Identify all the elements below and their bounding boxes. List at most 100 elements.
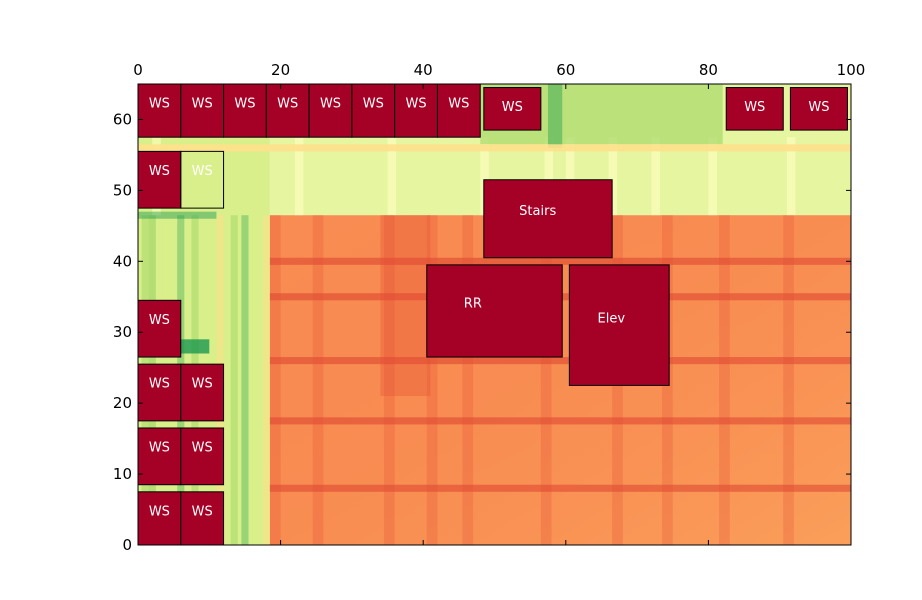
room: WS — [725, 87, 784, 131]
y-tick-label: 10 — [113, 465, 132, 483]
heatmap-column — [252, 215, 260, 545]
heatmap-column — [230, 215, 238, 545]
heatmap-column — [312, 215, 324, 545]
plot-frame — [137, 83, 852, 546]
heatmap-column — [294, 137, 304, 216]
room: WS — [394, 83, 438, 138]
room-label: WS — [277, 97, 298, 112]
heatmap-column — [426, 215, 438, 545]
x-tick-label: 80 — [699, 61, 718, 79]
room-box — [137, 150, 182, 209]
room: WS — [137, 83, 182, 138]
room-box — [483, 179, 613, 259]
room-box — [180, 83, 225, 138]
heatmap-column — [547, 84, 563, 148]
room-box — [789, 87, 848, 131]
heatmap-column — [241, 215, 249, 545]
room: WS — [789, 87, 848, 131]
room: WS — [308, 83, 353, 138]
room: WS — [483, 87, 542, 131]
heatmap-block — [180, 339, 210, 354]
room-label: WS — [744, 100, 765, 115]
room-label: WS — [149, 504, 170, 519]
heatmap-column — [544, 137, 553, 216]
room-label: WS — [234, 97, 255, 112]
room-box — [180, 491, 225, 546]
room-box — [351, 83, 396, 138]
heatmap-row — [269, 417, 851, 425]
room: WS — [180, 150, 225, 209]
room: RR — [426, 264, 563, 358]
room: WS — [180, 83, 225, 138]
room: WS — [265, 83, 310, 138]
heatmap-column — [383, 215, 395, 545]
room: WS — [137, 491, 182, 546]
room-box — [568, 264, 670, 386]
room: WS — [180, 427, 225, 486]
heatmap-column — [262, 215, 270, 545]
room-box — [426, 264, 563, 358]
room-label: WS — [808, 100, 829, 115]
room: WS — [137, 363, 182, 422]
room: Elev — [568, 264, 670, 386]
room: WS — [137, 299, 182, 358]
room: WS — [436, 83, 481, 138]
x-tick-label: 60 — [556, 61, 575, 79]
heatmap-column — [269, 215, 281, 545]
heatmap-column — [708, 137, 717, 216]
room-box — [725, 87, 784, 131]
room-label: WS — [149, 377, 170, 392]
room: WS — [137, 150, 182, 209]
room-label: Elev — [598, 311, 626, 326]
room-label: WS — [363, 97, 384, 112]
room-label: WS — [192, 377, 213, 392]
heatmap-column — [651, 137, 660, 216]
x-tick-label: 100 — [837, 61, 866, 79]
room-label: WS — [192, 164, 213, 179]
room-label: WS — [192, 97, 213, 112]
heatmap-row — [269, 484, 851, 492]
room-box — [180, 150, 225, 209]
room-box — [180, 363, 225, 422]
heatmap-block — [380, 215, 431, 397]
room-box — [308, 83, 353, 138]
room-box — [137, 363, 182, 422]
room-label: WS — [149, 313, 170, 328]
heatmap-column — [719, 215, 730, 545]
heatmap-column — [565, 137, 575, 216]
heatmap-column — [480, 137, 489, 216]
room-label: Stairs — [519, 204, 556, 219]
axes: 0 20 40 60 80 100 0 10 20 30 40 50 60 — [113, 61, 865, 554]
room: WS — [180, 491, 225, 546]
room: WS — [223, 83, 267, 138]
heatmap-column — [387, 137, 397, 216]
heatmap-column — [783, 215, 794, 545]
heatmap-column — [608, 137, 618, 216]
room-label: WS — [320, 97, 341, 112]
room-box — [436, 83, 481, 138]
room-box — [394, 83, 438, 138]
y-tick-label: 30 — [113, 323, 132, 341]
room: Stairs — [483, 179, 613, 259]
x-tick-label: 0 — [133, 61, 143, 79]
heatmap-row — [269, 357, 851, 365]
room-box — [265, 83, 310, 138]
x-tick-label: 20 — [271, 61, 290, 79]
room: WS — [180, 363, 225, 422]
y-tick-label: 40 — [113, 252, 132, 270]
heatmap-row — [138, 144, 851, 152]
room-box — [483, 87, 542, 131]
y-tick-label: 60 — [113, 110, 132, 128]
heatmap-column — [540, 215, 552, 545]
room-label: WS — [406, 97, 427, 112]
room-label: WS — [149, 164, 170, 179]
heatmap-column — [462, 215, 474, 545]
y-tick-label: 0 — [122, 536, 132, 554]
room: WS — [351, 83, 396, 138]
heatmap-row — [138, 211, 217, 219]
y-tick-label: 20 — [113, 394, 132, 412]
room-label: WS — [149, 440, 170, 455]
heatmap-column — [786, 137, 796, 216]
room: WS — [137, 427, 182, 486]
